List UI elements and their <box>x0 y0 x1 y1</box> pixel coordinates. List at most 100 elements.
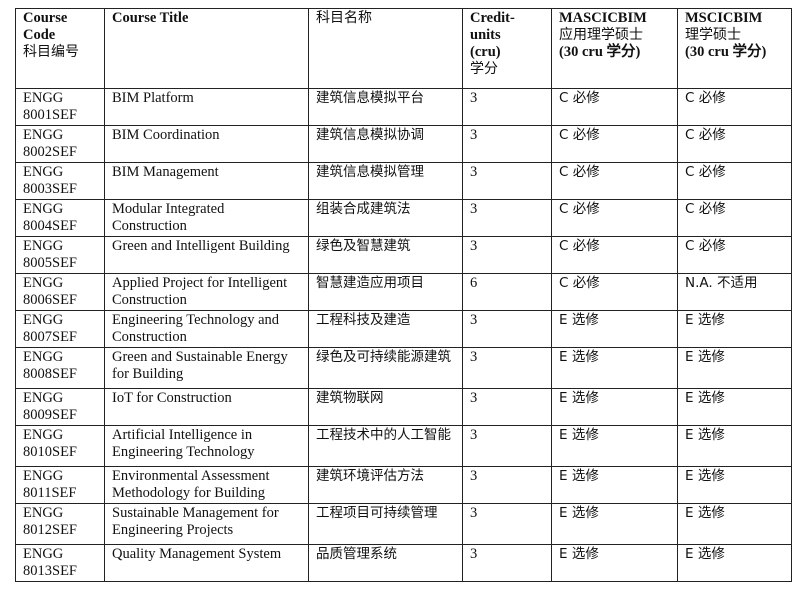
table-row: ENGG 8002SEF BIM Coordination 建筑信息模拟协调 3 C 必… <box>15 125 792 163</box>
table-row: ENGG 8013SEF Quality Management System 品质管… <box>15 544 792 582</box>
cell-chinese-name: 绿色及智慧建筑 <box>308 236 463 274</box>
table-row: ENGG 8011SEF Environmental Assessment Met… <box>15 466 792 504</box>
cell-mscicbim: E 选修 <box>677 503 792 545</box>
cell-credit-units: 3 <box>462 162 552 200</box>
cell-mascicbim: E 选修 <box>551 425 678 467</box>
cell-chinese-name: 品质管理系统 <box>308 544 463 582</box>
header-line: Course Title <box>112 10 189 26</box>
cell-title: BIM Platform <box>104 88 309 126</box>
header-line: 科目名称 <box>316 10 372 26</box>
header-credit-units: Credit-units (cru) 学分 <box>462 8 552 89</box>
header-line: MSCICBIM <box>685 10 763 26</box>
cell-mascicbim: C 必修 <box>551 125 678 163</box>
cell-title: Engineering Technology and Construction <box>104 310 309 348</box>
cell-credit-units: 3 <box>462 125 552 163</box>
cell-mscicbim: E 选修 <box>677 544 792 582</box>
cell-mscicbim: C 必修 <box>677 125 792 163</box>
cell-code: ENGG 8003SEF <box>15 162 105 200</box>
cell-mscicbim: C 必修 <box>677 162 792 200</box>
cell-chinese-name: 建筑信息模拟平台 <box>308 88 463 126</box>
cell-credit-units: 3 <box>462 503 552 545</box>
cell-chinese-name: 组装合成建筑法 <box>308 199 463 237</box>
header-chinese-name: 科目名称 <box>308 8 463 89</box>
cell-credit-units: 3 <box>462 425 552 467</box>
cell-chinese-name: 建筑物联网 <box>308 388 463 426</box>
cell-chinese-name: 建筑信息模拟管理 <box>308 162 463 200</box>
cell-credit-units: 3 <box>462 466 552 504</box>
cell-credit-units: 3 <box>462 199 552 237</box>
cell-mscicbim: E 选修 <box>677 310 792 348</box>
header-line: (30 cru 学分) <box>685 44 767 60</box>
cell-mascicbim: E 选修 <box>551 347 678 389</box>
cell-credit-units: 3 <box>462 544 552 582</box>
cell-mscicbim: E 选修 <box>677 425 792 467</box>
header-line: units <box>470 27 501 43</box>
cell-mscicbim: C 必修 <box>677 236 792 274</box>
cell-chinese-name: 建筑信息模拟协调 <box>308 125 463 163</box>
header-row: Course Code 科目编号 Course Title 科目名称 Credit-uni… <box>15 8 792 89</box>
cell-code: ENGG 8012SEF <box>15 503 105 545</box>
cell-chinese-name: 工程科技及建造 <box>308 310 463 348</box>
cell-credit-units: 3 <box>462 347 552 389</box>
cell-mascicbim: C 必修 <box>551 162 678 200</box>
header-mscicbim: MSCICBIM 理学硕士 (30 cru 学分) <box>677 8 792 89</box>
cell-chinese-name: 智慧建造应用项目 <box>308 273 463 311</box>
table-row: ENGG 8009SEF IoT for Construction 建筑物联网 3 E … <box>15 388 792 426</box>
cell-chinese-name: 工程项目可持续管理 <box>308 503 463 545</box>
cell-code: ENGG 8005SEF <box>15 236 105 274</box>
header-line: 科目编号 <box>23 44 79 60</box>
cell-code: ENGG 8009SEF <box>15 388 105 426</box>
cell-title: IoT for Construction <box>104 388 309 426</box>
cell-credit-units: 3 <box>462 310 552 348</box>
cell-mascicbim: E 选修 <box>551 466 678 504</box>
table-row: ENGG 8006SEF Applied Project for Intellig… <box>15 273 792 311</box>
header-line: 理学硕士 <box>685 27 741 43</box>
cell-mascicbim: C 必修 <box>551 88 678 126</box>
cell-title: BIM Management <box>104 162 309 200</box>
cell-mscicbim: E 选修 <box>677 466 792 504</box>
cell-title: Green and Intelligent Building <box>104 236 309 274</box>
cell-title: BIM Coordination <box>104 125 309 163</box>
table-row: ENGG 8003SEF BIM Management 建筑信息模拟管理 3 C 必修 C… <box>15 162 792 200</box>
table-row: ENGG 8008SEF Green and Sustainable Energy… <box>15 347 792 389</box>
cell-title: Green and Sustainable Energy for Buildin… <box>104 347 309 389</box>
cell-credit-units: 6 <box>462 273 552 311</box>
table-row: ENGG 8007SEF Engineering Technology and C… <box>15 310 792 348</box>
cell-mascicbim: C 必修 <box>551 236 678 274</box>
cell-code: ENGG 8001SEF <box>15 88 105 126</box>
header-line: 应用理学硕士 <box>559 27 643 43</box>
cell-title: Artificial Intelligence in Engineering T… <box>104 425 309 467</box>
cell-code: ENGG 8004SEF <box>15 199 105 237</box>
cell-credit-units: 3 <box>462 388 552 426</box>
cell-code: ENGG 8011SEF <box>15 466 105 504</box>
table-row: ENGG 8010SEF Artificial Intelligence in E… <box>15 425 792 467</box>
cell-mascicbim: E 选修 <box>551 310 678 348</box>
cell-mascicbim: E 选修 <box>551 388 678 426</box>
cell-mascicbim: C 必修 <box>551 199 678 237</box>
cell-title: Environmental Assessment Methodology for… <box>104 466 309 504</box>
header-line: (cru) <box>470 44 501 60</box>
cell-title: Modular Integrated Construction <box>104 199 309 237</box>
cell-title: Applied Project for Intelligent Construc… <box>104 273 309 311</box>
cell-code: ENGG 8006SEF <box>15 273 105 311</box>
cell-chinese-name: 工程技术中的人工智能 <box>308 425 463 467</box>
cell-mscicbim: N.A. 不适用 <box>677 273 792 311</box>
header-code: Course Code 科目编号 <box>15 8 105 89</box>
table-row: ENGG 8004SEF Modular Integrated Construct… <box>15 199 792 237</box>
header-line: MASCICBIM <box>559 10 647 26</box>
cell-code: ENGG 8007SEF <box>15 310 105 348</box>
header-line: Course <box>23 10 68 26</box>
cell-mscicbim: E 选修 <box>677 347 792 389</box>
table-row: ENGG 8005SEF Green and Intelligent Buildi… <box>15 236 792 274</box>
header-line: 学分 <box>470 61 498 77</box>
cell-mascicbim: C 必修 <box>551 273 678 311</box>
course-table: Course Code 科目编号 Course Title 科目名称 Credit-uni… <box>15 8 792 582</box>
cell-code: ENGG 8002SEF <box>15 125 105 163</box>
cell-mscicbim: C 必修 <box>677 199 792 237</box>
header-line: Code <box>23 27 56 43</box>
cell-code: ENGG 8013SEF <box>15 544 105 582</box>
cell-code: ENGG 8008SEF <box>15 347 105 389</box>
table-row: ENGG 8001SEF BIM Platform 建筑信息模拟平台 3 C 必修 C 必… <box>15 88 792 126</box>
header-line: Credit- <box>470 10 515 26</box>
header-line: (30 cru 学分) <box>559 44 641 60</box>
